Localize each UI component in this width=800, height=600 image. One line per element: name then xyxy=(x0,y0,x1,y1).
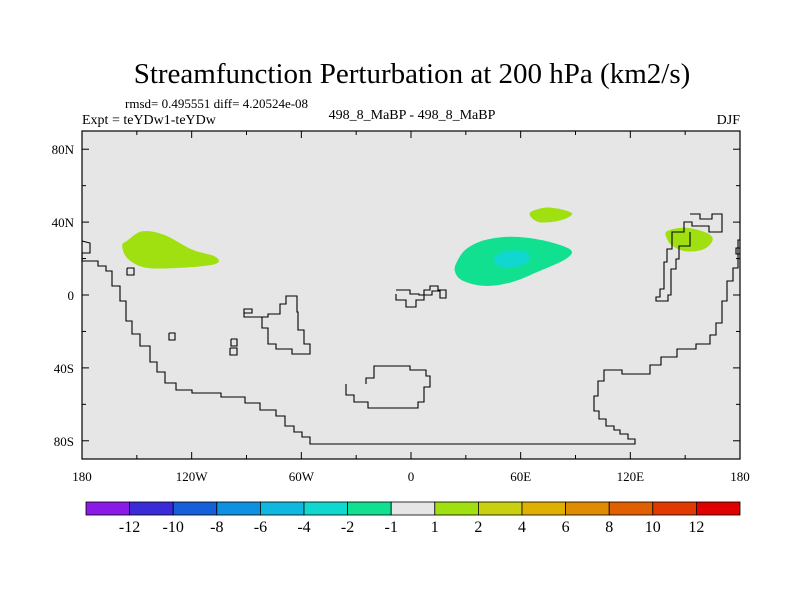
chart-title: Streamfunction Perturbation at 200 hPa (… xyxy=(134,58,691,90)
colorbar-box xyxy=(172,501,218,516)
colorbar-label: 4 xyxy=(518,519,526,536)
colorbar-box xyxy=(434,501,479,516)
coastline-islands-2 xyxy=(229,347,238,356)
x-tick-label: 180 xyxy=(72,469,92,484)
coastline-southeast-asia xyxy=(243,295,311,355)
y-tick-label: 40S xyxy=(54,361,74,376)
contour-layer xyxy=(122,207,713,286)
colorbar-box xyxy=(85,501,130,516)
y-tick-label: 80S xyxy=(54,434,74,449)
colorbar-label: 10 xyxy=(645,519,661,536)
x-axis: 180 120W 60W 0 60E 120E 180 xyxy=(72,131,750,484)
coastline-asia-fragment xyxy=(655,213,723,302)
colorbar-label: 12 xyxy=(688,519,704,536)
colorbar: -12 -10 -8 -6 -4 -2 -1 1 2 4 6 8 10 12 xyxy=(85,501,741,536)
center-label: 498_8_MaBP - 498_8_MaBP xyxy=(329,108,496,123)
colorbar-label: 6 xyxy=(562,519,570,536)
y-tick-label: 40N xyxy=(52,215,75,230)
colorbar-box xyxy=(565,501,610,516)
right-label: DJF xyxy=(717,113,741,128)
x-tick-label: 60E xyxy=(510,469,531,484)
colorbar-label: 2 xyxy=(474,519,482,536)
colorbar-box xyxy=(477,501,523,516)
coastline-americas xyxy=(81,239,740,445)
negative-anomaly-core-middle-east xyxy=(493,250,530,269)
y-axis: 80N 40N 0 40S 80S xyxy=(52,142,740,449)
coastline-australia xyxy=(345,365,431,409)
x-tick-label: 120E xyxy=(617,469,645,484)
map-background xyxy=(82,131,740,459)
x-tick-label: 180 xyxy=(730,469,750,484)
coastline-asia-east xyxy=(735,247,740,255)
colorbar-label: -10 xyxy=(163,519,184,536)
positive-anomaly-east-asia xyxy=(665,227,713,252)
map-panel: 180 120W 60W 0 60E 120E 180 80N 40N 0 40S 80S xyxy=(52,130,750,484)
coastline-island-4 xyxy=(126,267,135,276)
x-tick-label: 0 xyxy=(408,469,415,484)
colorbar-box xyxy=(259,501,305,516)
coastline-india-arabia xyxy=(395,285,447,308)
coastline-islands xyxy=(230,338,238,347)
colorbar-label: -6 xyxy=(254,519,267,536)
x-tick-label: 60W xyxy=(289,469,315,484)
colorbar-box xyxy=(652,501,697,516)
colorbar-label: -2 xyxy=(341,519,354,536)
colorbar-box xyxy=(521,501,566,516)
coastline-island-3 xyxy=(168,332,176,341)
colorbar-box xyxy=(390,501,436,516)
coastlines xyxy=(81,213,740,445)
colorbar-label: -4 xyxy=(297,519,310,536)
colorbar-box xyxy=(129,501,174,516)
y-tick-label: 0 xyxy=(68,288,75,303)
colorbar-label: -12 xyxy=(119,519,140,536)
colorbar-label: -8 xyxy=(210,519,223,536)
y-tick-label: 80N xyxy=(52,142,75,157)
colorbar-box xyxy=(303,501,348,516)
positive-anomaly-central-asia xyxy=(529,207,573,223)
colorbar-label: 1 xyxy=(431,519,439,536)
left-label: Expt = teYDw1-teYDw xyxy=(82,113,217,128)
colorbar-box xyxy=(608,501,654,516)
colorbar-box xyxy=(696,501,741,516)
x-tick-label: 120W xyxy=(176,469,209,484)
stats-line: rmsd= 0.495551 diff= 4.20524e-08 xyxy=(125,96,308,111)
colorbar-label: -1 xyxy=(385,519,398,536)
colorbar-box xyxy=(216,501,261,516)
colorbar-label: 8 xyxy=(605,519,613,536)
positive-anomaly-north-pacific xyxy=(122,230,219,269)
colorbar-box xyxy=(347,501,392,516)
